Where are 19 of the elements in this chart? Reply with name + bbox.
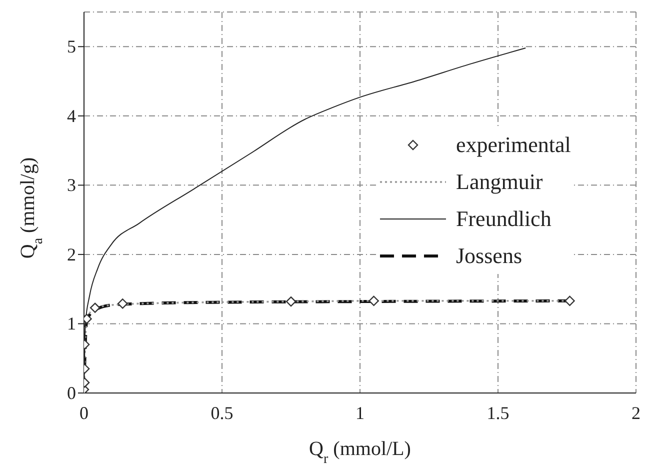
y-tick-label: 1	[67, 314, 76, 334]
point	[84, 314, 92, 324]
legend-label: Langmuir	[456, 168, 543, 194]
x-tick-label: 1.5	[486, 403, 510, 423]
x-tick-label: 1	[356, 403, 364, 423]
x-axis-title: Q$_{r}$ (mmol/L)	[309, 438, 411, 466]
y-tick-label: 5	[67, 36, 76, 57]
y-tick-label: 0	[67, 383, 76, 403]
point	[368, 296, 379, 306]
y-tick-label: 3	[67, 175, 76, 196]
x-tick-label: 0	[80, 403, 88, 423]
x-tick-label: 2	[632, 403, 640, 423]
legend-label: Freundlich	[456, 206, 552, 232]
legend-label: Jossens	[456, 242, 522, 268]
y-tick-label: 4	[67, 106, 76, 126]
x-tick-label: 0.5	[210, 403, 234, 423]
legend-label: experimental	[456, 132, 571, 158]
y-tick-label: 2	[67, 244, 76, 264]
point	[564, 296, 575, 306]
